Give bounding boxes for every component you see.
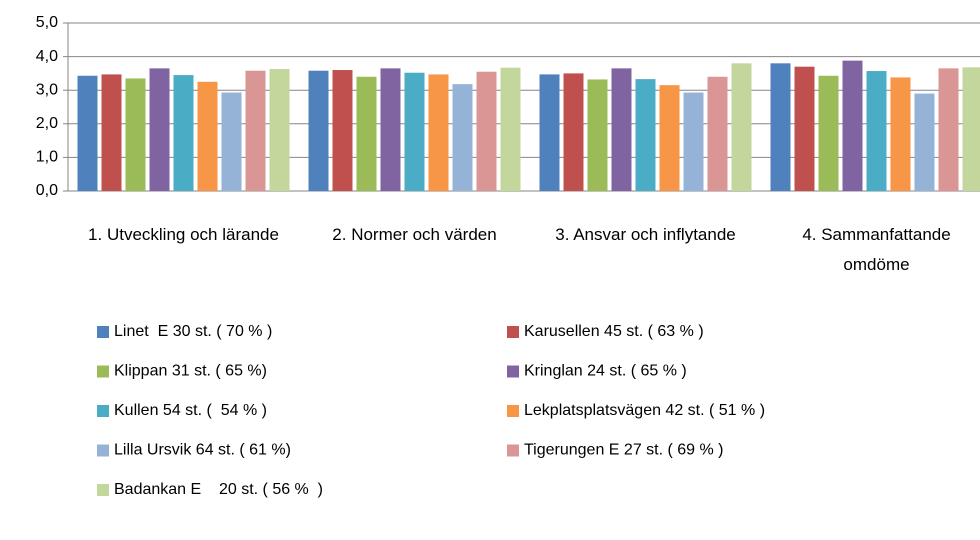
bar bbox=[500, 67, 521, 191]
bar bbox=[77, 75, 98, 191]
legend-label: Klippan 31 st. ( 65 %) bbox=[114, 363, 267, 380]
bar bbox=[842, 60, 863, 191]
bar bbox=[731, 63, 752, 191]
bar bbox=[332, 70, 353, 191]
bar bbox=[269, 69, 290, 191]
y-tick-label: 2,0 bbox=[36, 115, 58, 132]
bar bbox=[476, 71, 497, 191]
bar bbox=[245, 70, 266, 191]
bar bbox=[173, 75, 194, 191]
bar bbox=[962, 67, 980, 191]
legend-label: Linet E 30 st. ( 70 % ) bbox=[114, 323, 272, 340]
bar bbox=[866, 71, 887, 191]
legend-swatch bbox=[97, 444, 109, 457]
bar bbox=[659, 85, 680, 191]
legend-swatch bbox=[507, 326, 519, 338]
legend-swatch bbox=[97, 326, 109, 338]
bar bbox=[221, 92, 242, 191]
bar bbox=[890, 77, 911, 191]
bar bbox=[404, 72, 425, 191]
bar bbox=[914, 93, 935, 191]
bar bbox=[770, 63, 791, 191]
x-tick-label: 3. Ansvar och inflytande bbox=[555, 225, 736, 244]
y-tick-label: 0,0 bbox=[36, 182, 58, 199]
legend-swatch bbox=[97, 484, 109, 496]
y-tick-label: 1,0 bbox=[36, 149, 58, 166]
y-tick-label: 3,0 bbox=[36, 81, 58, 98]
legend-swatch bbox=[97, 365, 109, 378]
bar bbox=[380, 68, 401, 191]
legend-label: Lilla Ursvik 64 st. ( 61 %) bbox=[114, 442, 291, 459]
bar bbox=[428, 74, 449, 191]
bar bbox=[539, 74, 560, 191]
bar bbox=[635, 79, 656, 191]
legend-swatch bbox=[507, 365, 519, 378]
bar bbox=[707, 76, 728, 191]
bar bbox=[356, 76, 377, 191]
legend-label: Karusellen 45 st. ( 63 % ) bbox=[524, 323, 704, 340]
bar bbox=[563, 73, 584, 191]
bar bbox=[587, 79, 608, 191]
legend-label: Lekplatsplatsvägen 42 st. ( 51 % ) bbox=[524, 402, 765, 419]
bar bbox=[794, 66, 815, 191]
bar bbox=[683, 92, 704, 191]
bar bbox=[452, 84, 473, 191]
bar bbox=[149, 68, 170, 191]
legend-label: Kullen 54 st. ( 54 % ) bbox=[114, 402, 267, 419]
bar bbox=[938, 68, 959, 191]
bar bbox=[308, 70, 329, 191]
legend-label: Tigerungen E 27 st. ( 69 % ) bbox=[524, 442, 724, 459]
x-tick-label: 4. Sammanfattande omdöme bbox=[802, 225, 951, 274]
y-tick-label: 5,0 bbox=[36, 14, 58, 31]
legend-swatch bbox=[97, 405, 109, 417]
bar bbox=[101, 74, 122, 191]
bar bbox=[818, 75, 839, 191]
x-tick-label: 2. Normer och värden bbox=[332, 225, 497, 244]
legend-label: Kringlan 24 st. ( 65 % ) bbox=[524, 363, 687, 380]
bar bbox=[197, 81, 218, 191]
x-tick-label: 1. Utveckling och lärande bbox=[88, 225, 279, 244]
legend-swatch bbox=[507, 405, 519, 417]
bar bbox=[611, 68, 632, 191]
legend-label: Badankan E 20 st. ( 56 % ) bbox=[114, 481, 323, 498]
legend-swatch bbox=[507, 444, 519, 457]
bar bbox=[125, 78, 146, 191]
y-tick-label: 4,0 bbox=[36, 48, 58, 65]
